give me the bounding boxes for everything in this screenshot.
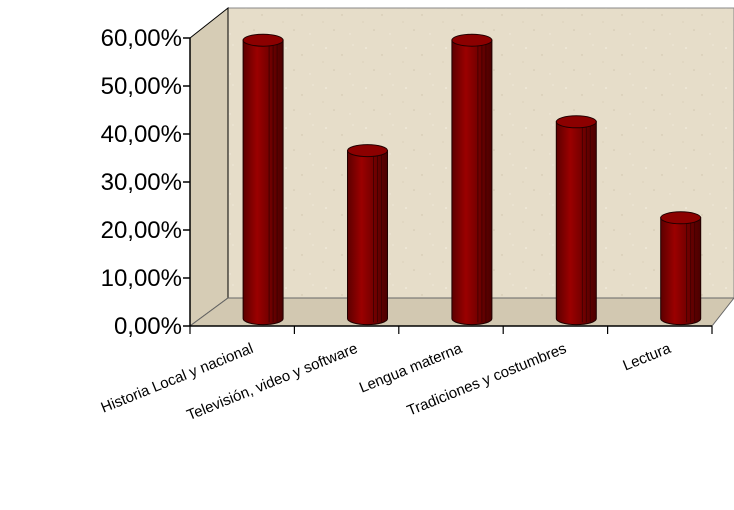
y-tick-label: 20,00% [101,217,182,244]
y-tick-label: 50,00% [101,73,182,100]
bar-5 [660,211,702,326]
plot-side-wall [189,6,229,327]
y-tick-label: 30,00% [101,169,182,196]
y-tick-label: 0,00% [114,313,182,340]
y-tick-label: 10,00% [101,265,182,292]
x-category-label: Lectura [621,340,674,375]
bar-2 [347,144,388,326]
bar-1 [242,33,284,326]
y-tick-label: 60,00% [101,25,182,52]
bar-3 [451,33,493,326]
bar-4 [555,115,597,326]
y-tick-label: 40,00% [101,121,182,148]
x-category-label: Televisión, video y software [184,340,360,424]
